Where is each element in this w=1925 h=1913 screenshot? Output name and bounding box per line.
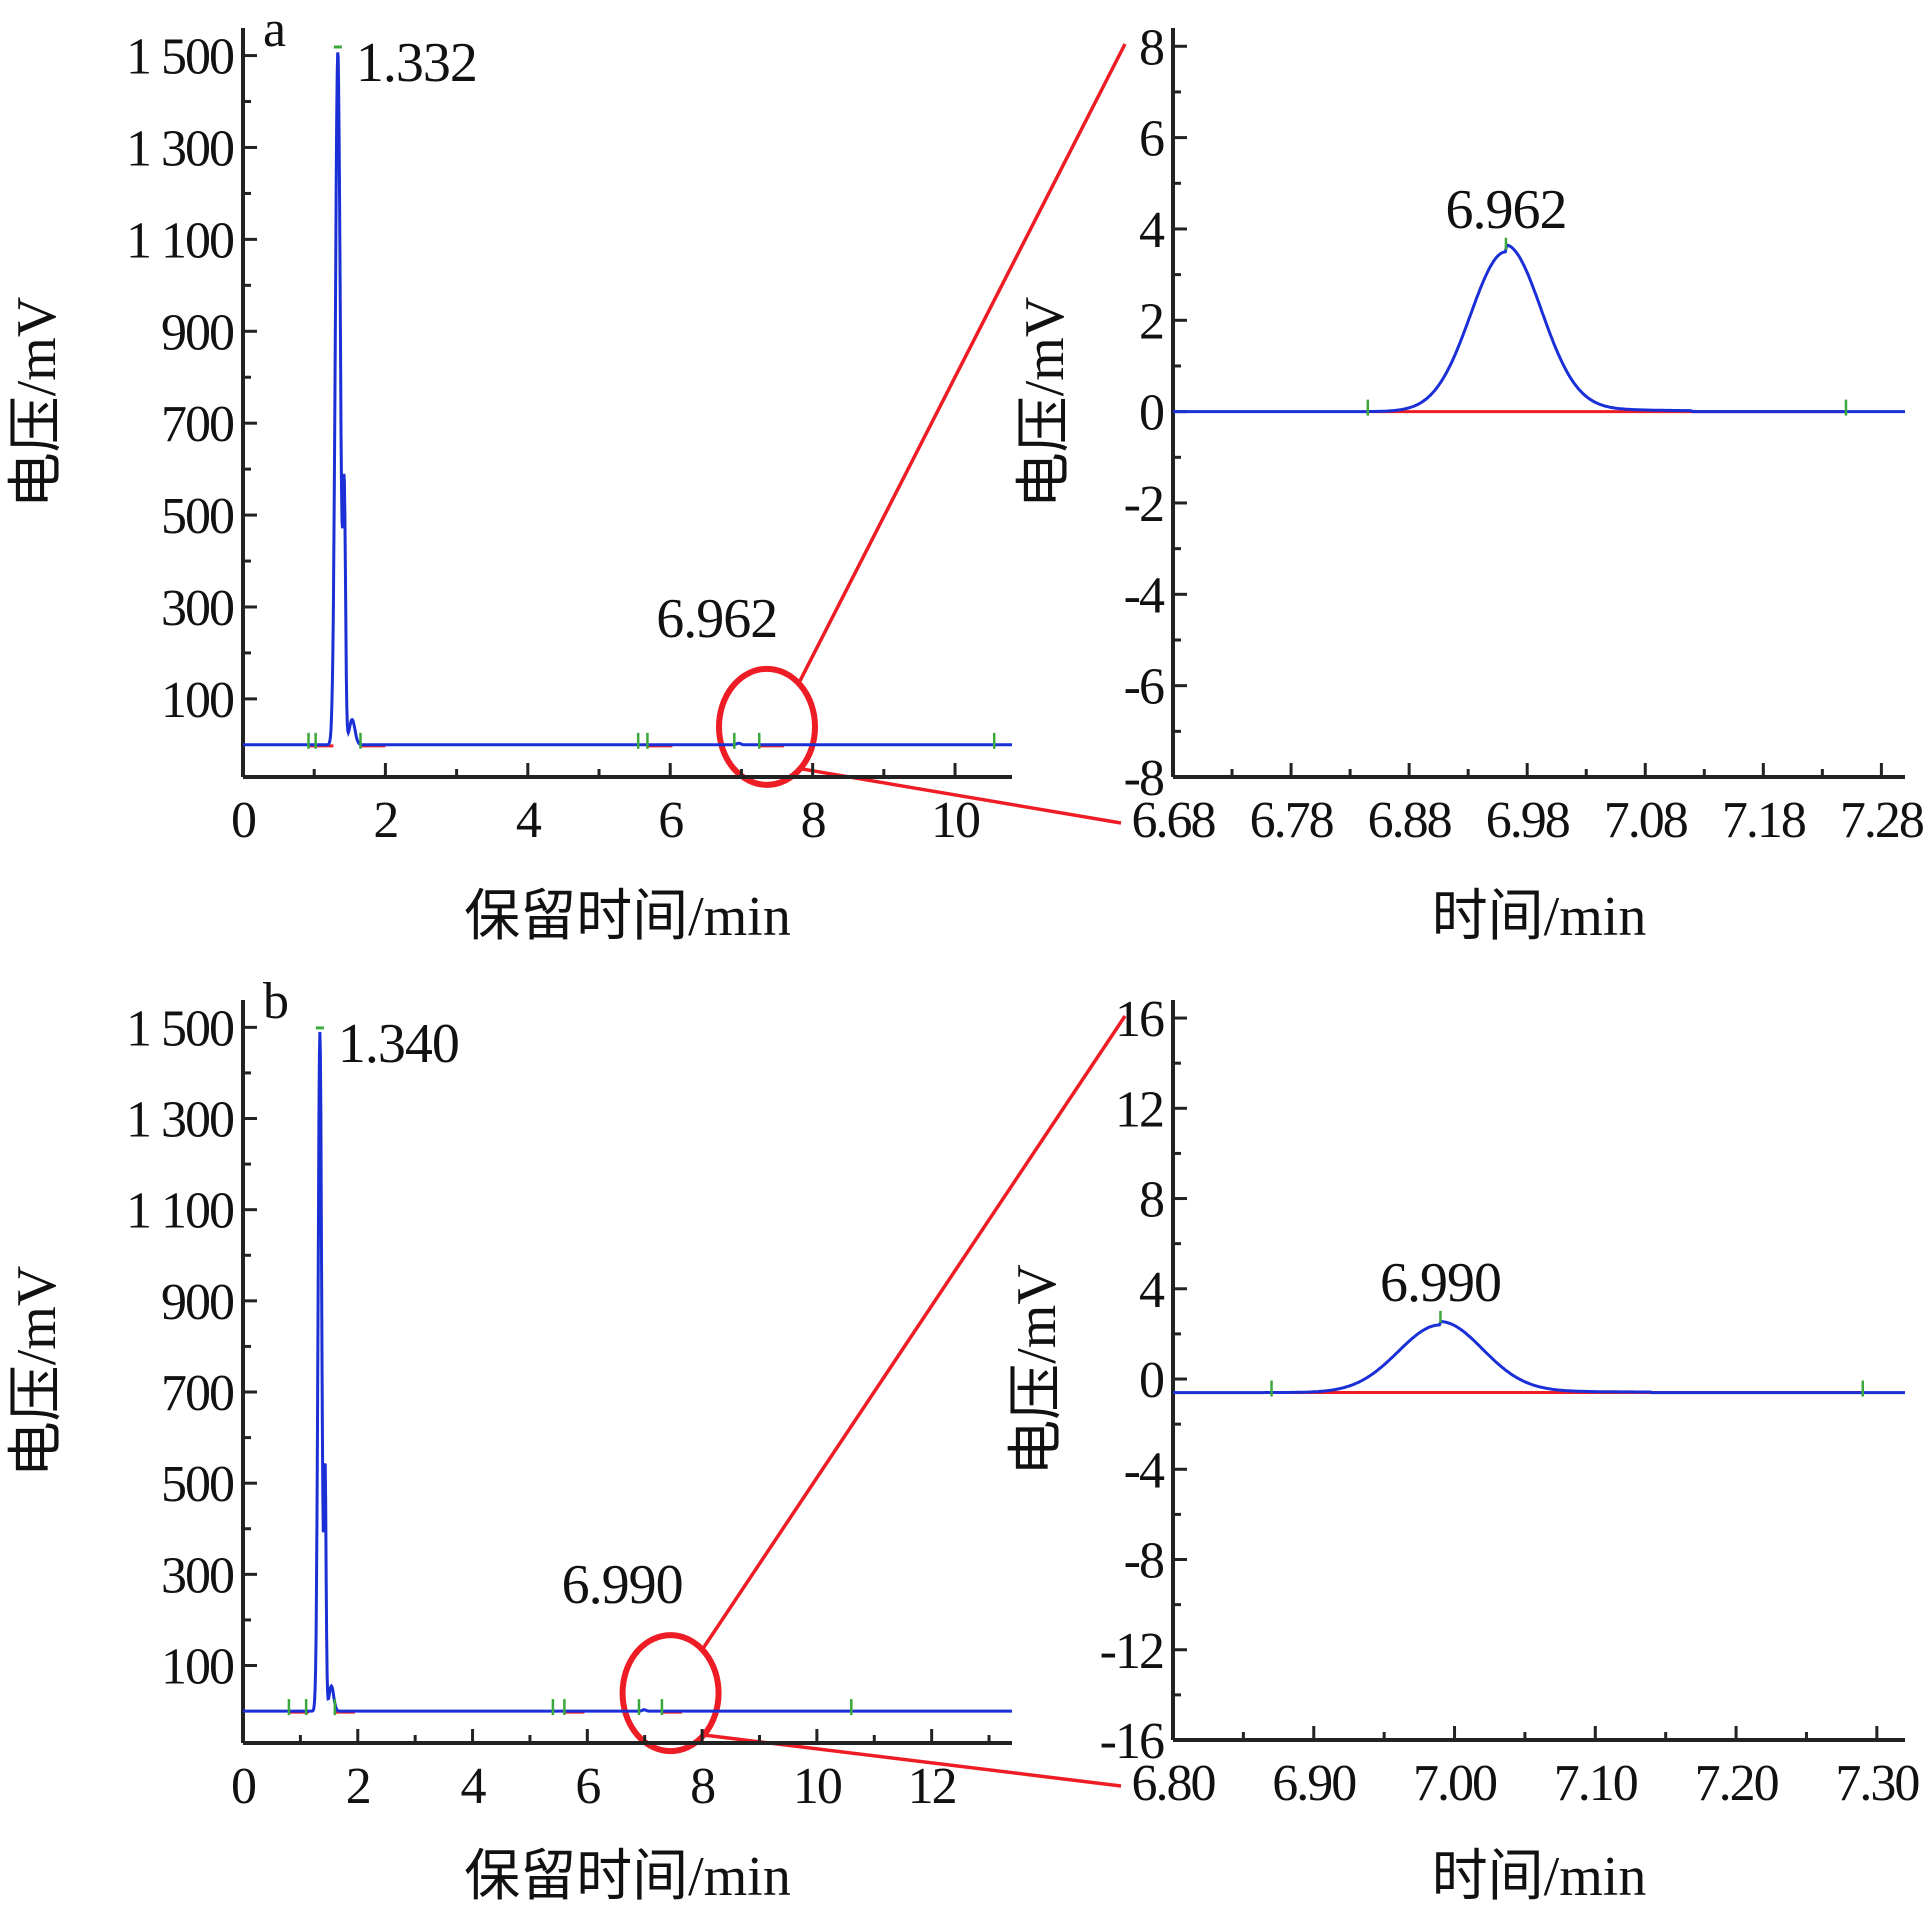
y-tick-label: 900	[161, 1274, 234, 1331]
x-tick-label: 0	[231, 1758, 256, 1815]
y-axis-title: 电压/mV	[6, 1266, 68, 1478]
y-tick-label: 4	[1139, 202, 1165, 259]
y-tick-label: 100	[161, 1639, 234, 1696]
panel-a-main: 0 2 4 6 8 10 100 300 500 700 900 1 100 1 300 1 500 保留时…	[6, 1, 1012, 948]
y-tick-label: 1 100	[126, 212, 234, 269]
x-tick-label: 7.20	[1695, 1755, 1779, 1812]
y-tick-label: 12	[1115, 1081, 1163, 1138]
signal-trace	[1173, 243, 1905, 414]
x-tick-label: 6	[658, 792, 683, 849]
panel-b-main: 0 2 4 6 8 10 12 100 300 500 700 900 1 100 1 300 1 500 保…	[6, 973, 1012, 1908]
y-tick-label: 100	[161, 672, 234, 729]
x-tick-label: 12	[908, 1758, 956, 1815]
y-tick-label: 8	[1139, 19, 1164, 76]
x-tick-label: 6.98	[1486, 792, 1570, 849]
y-axis-title: 电压/mV	[1006, 1264, 1068, 1476]
signal-trace	[243, 52, 1012, 747]
y-tick-label: 500	[161, 1456, 234, 1513]
y-tick-label: 1 500	[126, 29, 234, 86]
y-tick-label: 300	[161, 1547, 234, 1604]
y-tick-label: -8	[1124, 1533, 1164, 1590]
y-tick-label: 700	[161, 396, 234, 453]
zoom-circle	[619, 1632, 722, 1755]
y-tick-label: 0	[1139, 385, 1164, 442]
x-axis-title: 保留时间/min	[464, 1846, 791, 1908]
x-tick-label: 4	[461, 1758, 487, 1815]
x-tick-label: 2	[346, 1758, 370, 1815]
y-tick-label: 16	[1115, 991, 1164, 1048]
y-tick-label: 1 100	[126, 1183, 234, 1240]
x-tick-label: 2	[373, 792, 397, 849]
y-tick-label: 700	[161, 1365, 234, 1422]
y-tick-label: 2	[1139, 293, 1163, 350]
y-tick-label: 1 300	[126, 1092, 234, 1149]
x-tick-label: 8	[801, 792, 826, 849]
zoom-connector-lines	[619, 43, 1127, 1788]
y-axis-title: 电压/mV	[1014, 297, 1076, 509]
y-tick-label: 1 300	[126, 120, 234, 177]
y-tick-label: 1 500	[126, 1000, 234, 1057]
y-tick-label: 900	[161, 304, 234, 361]
x-axis-title: 保留时间/min	[464, 886, 791, 948]
x-tick-label: 0	[231, 792, 256, 849]
x-tick-label: 7.10	[1554, 1755, 1638, 1812]
x-tick-label: 7.08	[1604, 792, 1688, 849]
peak-label: 6.990	[562, 1554, 683, 1616]
y-tick-label: -8	[1124, 750, 1164, 807]
y-tick-label: 0	[1139, 1352, 1164, 1409]
zoom-connector-top	[701, 1015, 1127, 1651]
x-axis-title: 时间/min	[1432, 1846, 1647, 1908]
y-tick-label: -16	[1100, 1713, 1164, 1770]
y-tick-label: 500	[161, 488, 234, 545]
x-tick-label: 7.18	[1722, 792, 1806, 849]
zoom-connector-top	[797, 43, 1127, 684]
x-axis-title: 时间/min	[1432, 886, 1647, 948]
peak-label: 6.962	[656, 588, 777, 650]
peak-label: 6.962	[1445, 179, 1566, 241]
y-tick-label: 4	[1139, 1262, 1165, 1319]
x-tick-label: 6.80	[1132, 1755, 1216, 1812]
x-tick-label: 7.28	[1840, 792, 1924, 849]
y-tick-label: -6	[1124, 659, 1164, 716]
peak-label: 6.990	[1380, 1252, 1501, 1314]
x-tick-label: 6.88	[1368, 792, 1452, 849]
y-tick-label: 6	[1139, 111, 1164, 168]
x-tick-label: 6.68	[1132, 792, 1216, 849]
peak-label: 1.340	[338, 1013, 459, 1075]
panel-letter: a	[263, 1, 286, 58]
y-tick-label: 300	[161, 580, 234, 637]
y-tick-label: -12	[1100, 1623, 1163, 1680]
signal-trace	[243, 1031, 1012, 1713]
y-tick-label: -4	[1124, 567, 1165, 624]
x-tick-label: 4	[516, 792, 542, 849]
x-tick-label: 6.90	[1272, 1755, 1356, 1812]
y-tick-label: -4	[1124, 1442, 1165, 1499]
x-tick-label: 8	[690, 1758, 715, 1815]
x-tick-label: 7.30	[1835, 1755, 1919, 1812]
panel-a-zoom: 6.68 6.78 6.88 6.98 7.08 7.18 7.28 -8 -6 -4 -2 0 2 4 6…	[1014, 19, 1925, 948]
x-tick-label: 6.78	[1250, 792, 1334, 849]
zoom-circle	[716, 665, 819, 788]
peak-label: 1.332	[356, 32, 477, 94]
x-tick-label: 7.00	[1413, 1755, 1497, 1812]
panel-b-zoom: 6.80 6.90 7.00 7.10 7.20 7.30 -16 -12 -8 -4 0 4 8 12 1…	[1006, 991, 1921, 1908]
panel-letter: b	[263, 973, 289, 1030]
y-tick-label: -2	[1124, 476, 1163, 533]
x-tick-label: 10	[793, 1758, 842, 1815]
y-axis-title: 电压/mV	[6, 297, 68, 509]
y-tick-label: 8	[1139, 1172, 1164, 1229]
signal-trace	[1173, 1319, 1905, 1395]
x-tick-label: 10	[931, 792, 980, 849]
x-tick-label: 6	[575, 1758, 600, 1815]
